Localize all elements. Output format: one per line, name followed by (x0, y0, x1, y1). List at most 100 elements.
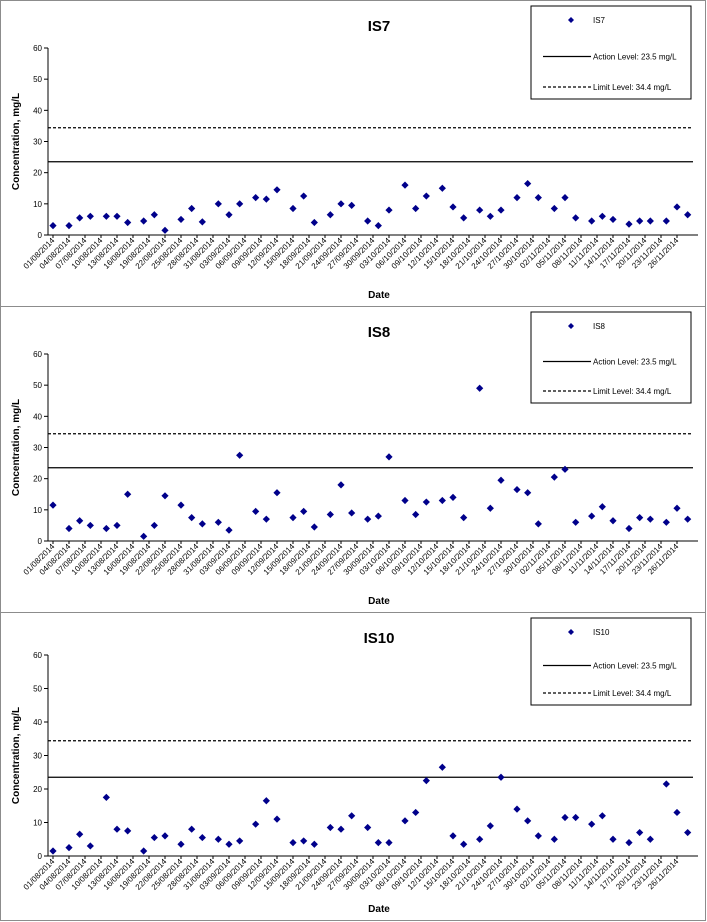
data-point (140, 217, 148, 225)
chart-title: IS7 (368, 18, 391, 35)
data-point (625, 220, 633, 228)
data-point (662, 780, 670, 788)
y-tick-label: 20 (33, 169, 42, 178)
data-point (662, 518, 670, 526)
data-point (550, 204, 558, 213)
data-point (497, 206, 505, 214)
data-point (374, 222, 382, 230)
data-point (188, 204, 196, 213)
data-point (460, 514, 468, 522)
y-tick-label: 60 (33, 350, 42, 359)
data-point (476, 384, 484, 392)
y-tick-label: 40 (33, 106, 42, 115)
legend-marker (568, 629, 574, 635)
data-point (364, 515, 372, 523)
y-tick-label: 50 (33, 685, 42, 694)
data-point (198, 520, 206, 528)
y-tick-label: 20 (33, 785, 42, 794)
data-point (76, 830, 84, 838)
data-point (513, 485, 521, 494)
data-point (161, 832, 169, 840)
data-point (150, 833, 158, 842)
data-point (273, 815, 281, 823)
data-point (449, 493, 457, 501)
chart-title: IS10 (364, 630, 395, 647)
data-point (225, 211, 233, 219)
data-point (625, 839, 633, 847)
data-point (449, 832, 457, 840)
data-point (262, 195, 270, 203)
x-axis-title: Date (368, 596, 390, 607)
data-point (673, 203, 681, 211)
data-point (561, 465, 569, 473)
y-tick-label: 30 (33, 752, 42, 761)
legend-label: Limit Level: 34.4 mg/L (593, 83, 672, 92)
data-point (460, 214, 468, 222)
data-point (49, 501, 57, 509)
data-point (161, 226, 169, 234)
chart-svg-is7: IS7010203040506001/08/201404/08/201407/0… (11, 5, 698, 301)
y-axis-title: Concentration, mg/L (11, 93, 22, 190)
data-point (337, 200, 345, 208)
data-point (625, 524, 633, 533)
data-point (86, 842, 94, 850)
data-point (385, 206, 393, 214)
legend-marker (568, 17, 574, 23)
data-point (534, 194, 542, 202)
data-point (422, 498, 430, 506)
data-point (49, 847, 57, 855)
data-point (572, 518, 580, 526)
data-point (310, 523, 318, 531)
data-point (150, 521, 158, 530)
y-tick-label: 0 (38, 537, 43, 546)
data-point (588, 217, 596, 225)
data-point (140, 532, 148, 540)
data-point (364, 823, 372, 832)
data-point (289, 204, 297, 213)
data-point (225, 526, 233, 534)
y-tick-label: 50 (33, 75, 42, 84)
chart-panel-is7: IS7 0 10 20 30 40 50 60 01/08/2014 04/08/2014 07/0… (0, 0, 706, 307)
data-point (588, 512, 596, 520)
data-point (326, 510, 334, 519)
y-tick-label: 60 (33, 44, 42, 53)
legend-label: IS10 (593, 628, 610, 637)
data-point (326, 823, 334, 832)
data-point (177, 501, 185, 509)
legend-label: IS7 (593, 16, 606, 25)
data-point (598, 503, 606, 511)
data-point (476, 206, 484, 214)
data-point (550, 473, 558, 481)
data-point (289, 839, 297, 847)
data-point (198, 833, 206, 842)
data-point (273, 186, 281, 194)
data-point (65, 222, 73, 230)
legend-box (530, 5, 692, 100)
data-point (113, 521, 121, 530)
legend-label: Action Level: 23.5 mg/L (593, 358, 677, 367)
data-point (150, 211, 158, 219)
data-point (102, 524, 110, 533)
x-axis-title: Date (368, 904, 390, 915)
data-point (550, 835, 558, 843)
y-tick-label: 0 (38, 231, 43, 240)
data-point (662, 217, 670, 225)
chart-panel-is8: IS8 0 10 20 30 40 50 60 01/08/2014 04/08/2014 07/0… (0, 306, 706, 613)
data-point (188, 514, 196, 522)
data-point (102, 212, 110, 220)
y-axis-title: Concentration, mg/L (11, 707, 22, 804)
data-point (486, 212, 494, 220)
data-point (124, 827, 132, 835)
data-point (289, 514, 297, 522)
data-point (460, 840, 468, 848)
data-point (86, 521, 94, 530)
data-point (177, 840, 185, 848)
data-point (497, 476, 505, 484)
data-point (684, 211, 692, 219)
data-point (401, 181, 409, 189)
y-tick-label: 40 (33, 412, 42, 421)
data-point (262, 515, 270, 523)
data-point (636, 514, 644, 522)
data-point (673, 504, 681, 512)
data-point (348, 201, 356, 209)
